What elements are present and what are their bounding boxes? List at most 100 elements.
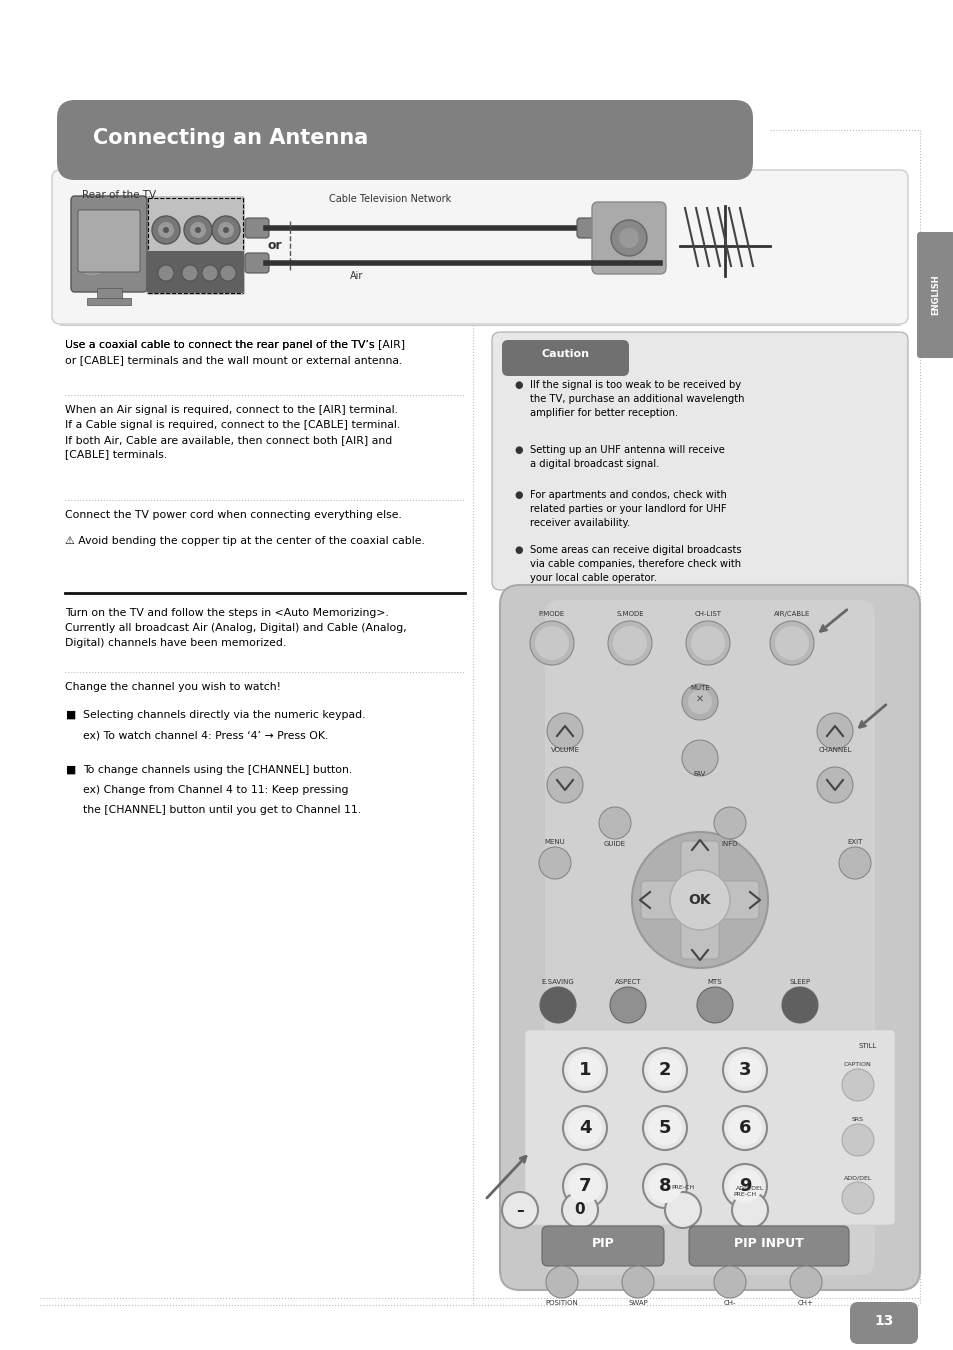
Text: To change channels using the [CHANNEL] button.: To change channels using the [CHANNEL] b…	[83, 765, 352, 775]
Text: For apartments and condos, check with
related parties or your landlord for UHF
r: For apartments and condos, check with re…	[530, 490, 726, 528]
Circle shape	[841, 1183, 873, 1214]
Text: 7: 7	[578, 1177, 591, 1195]
Text: Connect the TV power cord when connecting everything else.: Connect the TV power cord when connectin…	[65, 510, 401, 520]
FancyBboxPatch shape	[577, 217, 600, 238]
Circle shape	[530, 621, 574, 666]
FancyBboxPatch shape	[57, 100, 752, 180]
Circle shape	[841, 1069, 873, 1102]
Text: Air: Air	[350, 271, 363, 281]
Text: ex) Change from Channel 4 to 11: Keep pressing: ex) Change from Channel 4 to 11: Keep pr…	[83, 784, 348, 795]
Circle shape	[774, 626, 808, 660]
FancyBboxPatch shape	[245, 217, 269, 238]
Text: CH-: CH-	[723, 1300, 736, 1305]
Text: Connecting an Antenna: Connecting an Antenna	[92, 128, 368, 148]
Text: SLEEP: SLEEP	[789, 979, 810, 986]
FancyBboxPatch shape	[78, 211, 140, 271]
Circle shape	[647, 1169, 681, 1203]
Text: ●: ●	[514, 545, 522, 555]
Circle shape	[697, 987, 732, 1023]
Text: OK: OK	[688, 892, 711, 907]
Text: ■: ■	[65, 765, 75, 775]
Circle shape	[713, 807, 745, 838]
Text: AIR/CABLE: AIR/CABLE	[773, 612, 809, 617]
Text: STILL: STILL	[858, 1044, 876, 1049]
Circle shape	[838, 846, 870, 879]
FancyBboxPatch shape	[501, 340, 628, 377]
Circle shape	[567, 1053, 601, 1087]
Text: ●: ●	[514, 379, 522, 390]
Text: INFO: INFO	[720, 841, 738, 846]
Circle shape	[631, 832, 767, 968]
Text: When an Air signal is required, connect to the [AIR] terminal.
If a Cable signal: When an Air signal is required, connect …	[65, 405, 400, 459]
Circle shape	[781, 987, 817, 1023]
Circle shape	[664, 1192, 700, 1228]
Circle shape	[607, 621, 651, 666]
Text: ✕: ✕	[695, 694, 703, 703]
FancyBboxPatch shape	[640, 882, 679, 919]
Circle shape	[158, 265, 173, 281]
Circle shape	[789, 1266, 821, 1297]
Circle shape	[184, 216, 212, 244]
Text: SWAP: SWAP	[627, 1300, 647, 1305]
Circle shape	[816, 767, 852, 803]
FancyBboxPatch shape	[688, 1226, 848, 1266]
FancyBboxPatch shape	[544, 599, 874, 1274]
Text: VOLUME: VOLUME	[550, 747, 578, 753]
Text: 1: 1	[578, 1061, 591, 1079]
Text: ASPECT: ASPECT	[614, 979, 640, 986]
Text: ─══─: ─══─	[83, 270, 100, 275]
Text: CH-LIST: CH-LIST	[694, 612, 720, 617]
Text: MENU: MENU	[544, 838, 565, 845]
Circle shape	[535, 626, 568, 660]
Text: ex) To watch channel 4: Press ‘4’ → Press OK.: ex) To watch channel 4: Press ‘4’ → Pres…	[83, 730, 328, 740]
Circle shape	[727, 1053, 761, 1087]
Circle shape	[501, 1192, 537, 1228]
Text: 2: 2	[659, 1061, 671, 1079]
Text: ENGLISH: ENGLISH	[930, 274, 940, 316]
FancyBboxPatch shape	[541, 1226, 663, 1266]
Circle shape	[546, 767, 582, 803]
Circle shape	[163, 227, 169, 234]
Circle shape	[567, 1111, 601, 1145]
Text: Some areas can receive digital broadcasts
via cable companies, therefore check w: Some areas can receive digital broadcast…	[530, 545, 740, 583]
Circle shape	[212, 216, 240, 244]
Circle shape	[545, 1266, 578, 1297]
Text: IIf the signal is too weak to be received by
the TV, purchase an additional wave: IIf the signal is too weak to be receive…	[530, 379, 743, 418]
Text: Use a coaxial cable to connect the rear panel of the TV’s [AIR]
or [CABLE] termi: Use a coaxial cable to connect the rear …	[65, 340, 405, 364]
Text: ADD/DEL: ADD/DEL	[735, 1185, 763, 1189]
Circle shape	[546, 713, 582, 749]
Text: –: –	[516, 1203, 523, 1218]
Circle shape	[769, 621, 813, 666]
Text: E.SAVING: E.SAVING	[541, 979, 574, 986]
Circle shape	[218, 221, 233, 238]
Text: GUIDE: GUIDE	[603, 841, 625, 846]
Circle shape	[647, 1053, 681, 1087]
Circle shape	[690, 626, 724, 660]
FancyBboxPatch shape	[499, 585, 919, 1291]
FancyBboxPatch shape	[680, 841, 719, 879]
Text: ADD/DEL: ADD/DEL	[842, 1174, 871, 1180]
Circle shape	[722, 1106, 766, 1150]
Text: ●: ●	[514, 446, 522, 455]
Circle shape	[609, 987, 645, 1023]
FancyBboxPatch shape	[849, 1301, 917, 1345]
Circle shape	[152, 216, 180, 244]
Text: CHANNEL: CHANNEL	[818, 747, 851, 753]
Circle shape	[841, 1125, 873, 1156]
Text: S.MODE: S.MODE	[616, 612, 643, 617]
Circle shape	[202, 265, 218, 281]
Circle shape	[194, 227, 201, 234]
FancyBboxPatch shape	[71, 196, 147, 292]
Text: Setting up an UHF antenna will receive
a digital broadcast signal.: Setting up an UHF antenna will receive a…	[530, 446, 724, 468]
Text: ●: ●	[514, 490, 522, 500]
Circle shape	[727, 1111, 761, 1145]
Text: 8: 8	[658, 1177, 671, 1195]
Circle shape	[642, 1106, 686, 1150]
Text: 9: 9	[738, 1177, 750, 1195]
Circle shape	[223, 227, 229, 234]
Circle shape	[621, 1266, 654, 1297]
Text: the [CHANNEL] button until you get to Channel 11.: the [CHANNEL] button until you get to Ch…	[83, 805, 361, 815]
Circle shape	[647, 1111, 681, 1145]
FancyBboxPatch shape	[680, 921, 719, 958]
FancyBboxPatch shape	[146, 196, 245, 296]
